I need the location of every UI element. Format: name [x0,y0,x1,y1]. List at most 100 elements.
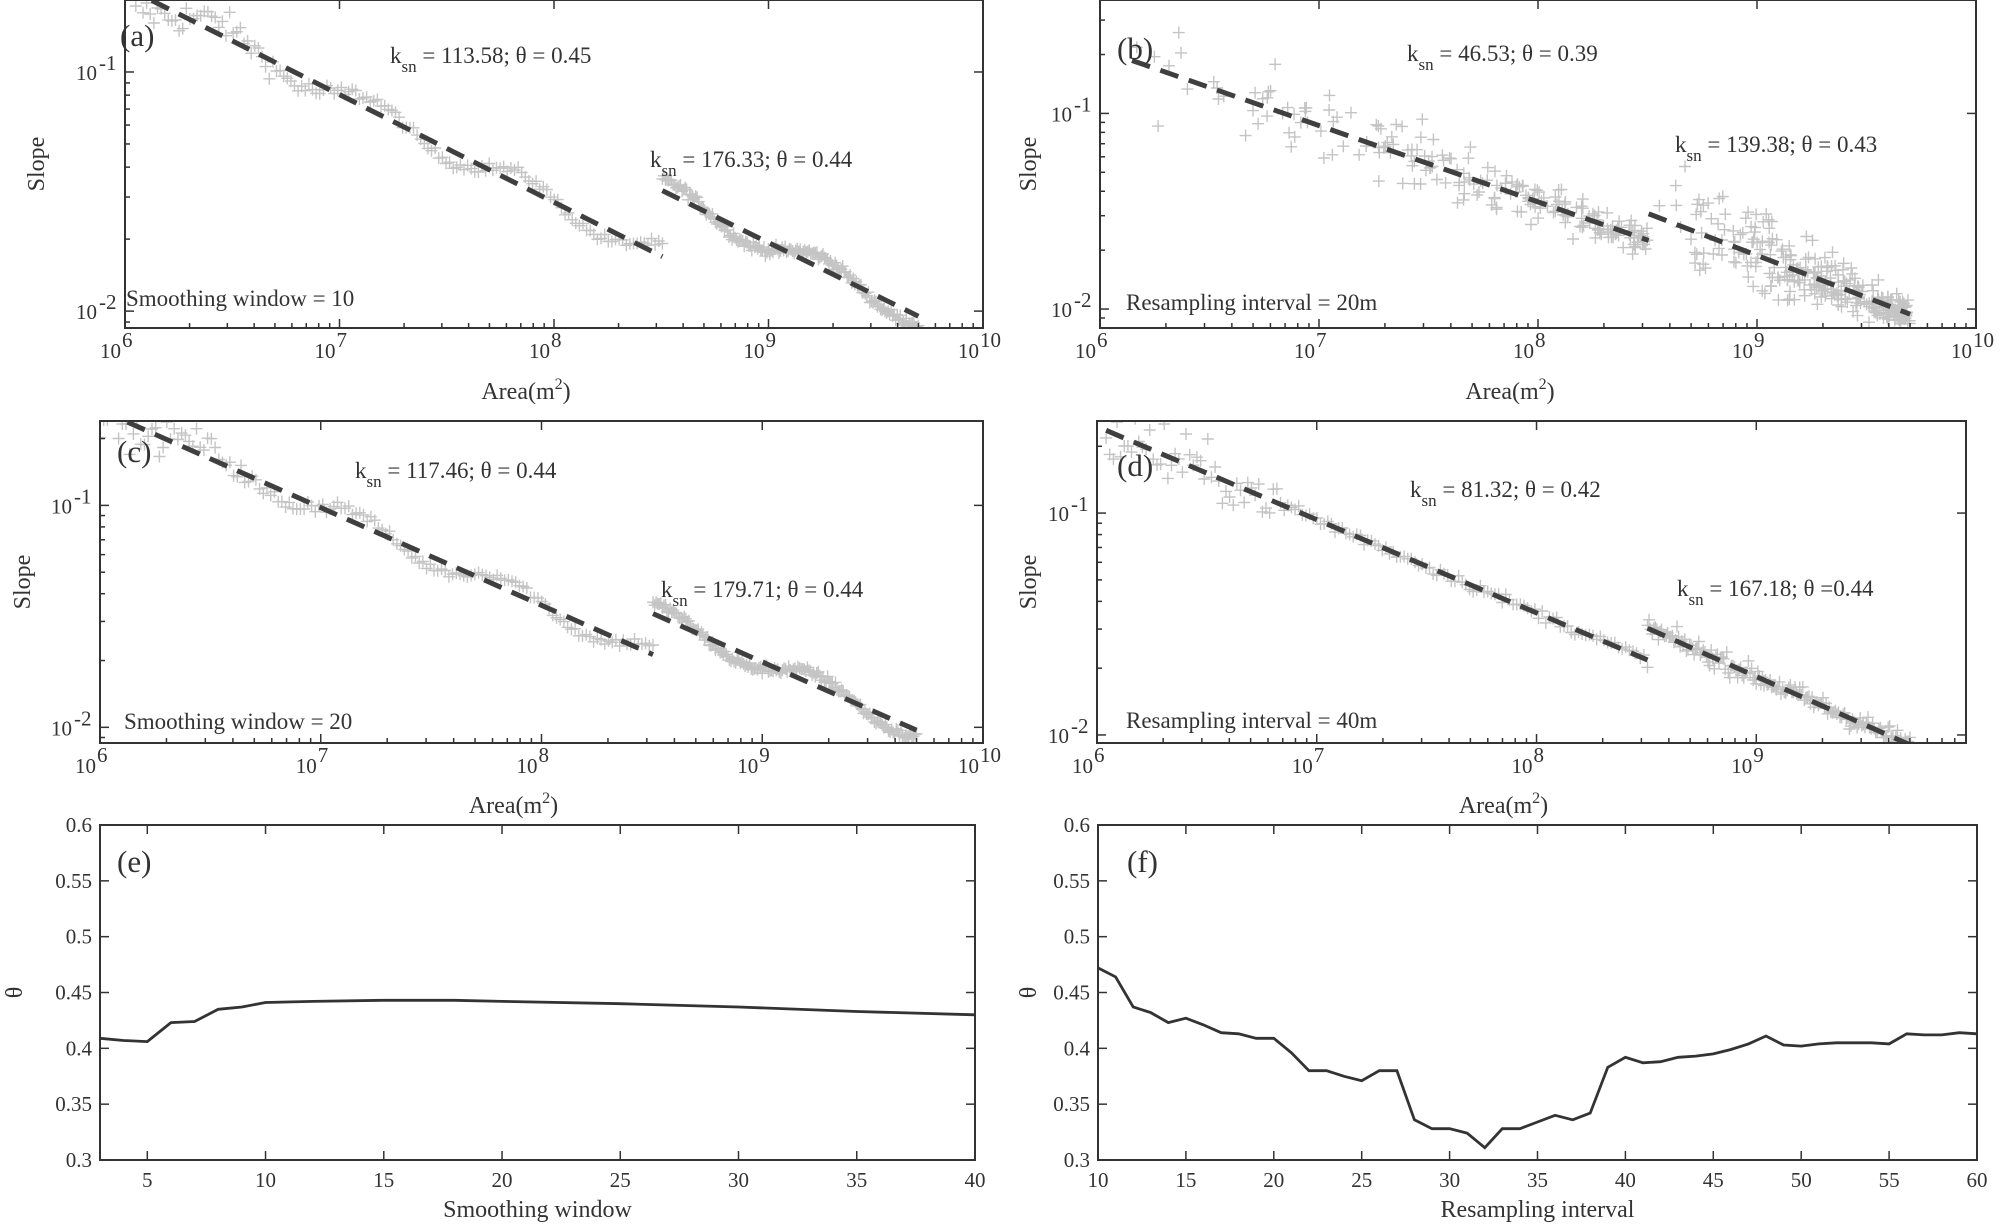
data-point-176 [1405,149,1418,162]
x-tick-label: 10 [744,339,765,363]
x-tick-label: 35 [1527,1168,1548,1192]
y-tick-exponent: -1 [1071,492,1089,516]
plot-area [129,0,925,328]
data-point-29 [1205,471,1218,484]
data-point-81 [1500,169,1513,182]
data-point-167 [1345,106,1357,119]
data-point-472 [1827,286,1840,299]
data-point-145 [1285,140,1298,153]
data-point-15 [1154,458,1167,471]
data-point-197 [1261,110,1274,123]
data-point-117 [540,183,553,196]
theta-series-line [1097,966,1978,1150]
data-point-441 [1742,271,1755,284]
data-point-23 [1462,152,1475,165]
data-point-12 [138,438,151,451]
data-point-406 [1832,299,1845,311]
data-point-306 [1883,719,1896,732]
x-tick-exponent: 6 [122,328,133,352]
data-point-40 [263,72,276,85]
data-point-271 [1829,704,1842,717]
y-tick-exponent: -2 [1074,288,1092,312]
data-point-457 [1679,160,1691,173]
ksn-subscript: sn [367,472,383,491]
data-point-127 [1532,212,1545,225]
y-tick-label: 0.35 [55,1092,92,1116]
data-point-484 [1894,316,1907,328]
theta-series-line [99,998,976,1044]
data-point-291 [1860,716,1873,729]
x-axis-label-superscript: 2 [1532,790,1540,807]
data-point-440 [1826,246,1839,259]
data-point-428 [1736,226,1749,239]
data-point-173 [682,614,695,627]
ksn-symbol: k [650,147,662,172]
ksn-subscript: sn [1689,590,1705,609]
x-tick-label: 10 [1072,754,1093,778]
data-point-50 [299,84,312,97]
data-point-192 [1430,173,1443,186]
x-axis-label-tail: ) [1540,793,1548,819]
ksn-symbol: k [355,458,367,483]
data-point-16 [153,450,166,463]
data-point-416 [1777,251,1790,264]
x-axis-label: Area(m2) [481,376,570,405]
x-tick-label: 60 [1967,1168,1988,1192]
data-point-23 [1183,448,1196,461]
data-point-8 [123,448,136,461]
data-point-6 [140,0,153,9]
data-point-312 [1898,742,1900,743]
y-tick-label: 0.5 [1064,925,1090,949]
panel-label: (f) [1127,844,1158,879]
parameter-note: Smoothing window = 10 [126,286,354,311]
data-point-88 [436,151,449,164]
data-point-513 [1727,224,1740,237]
data-point-503 [1821,261,1834,274]
data-point-29 [1372,175,1385,188]
data-point-172 [1256,92,1269,105]
ksn-symbol: k [390,43,402,68]
data-point-199 [1269,58,1282,71]
data-point-346 [1718,223,1731,236]
data-point-87 [416,555,429,568]
data-point-151 [1643,613,1656,626]
data-point-142 [1175,46,1187,59]
y-tick-label: 0.6 [66,813,92,837]
data-point-492 [1900,299,1913,312]
data-point-387 [1866,279,1879,291]
data-point-70 [1458,187,1471,200]
data-point-89 [424,558,437,571]
x-tick-label: 10 [958,754,979,778]
data-point-209 [1577,219,1590,232]
data-point-313 [1765,280,1778,292]
data-point-264 [829,256,842,269]
ksn-theta-values: = 46.53; θ = 0.39 [1434,41,1598,66]
data-point-32 [1216,497,1229,510]
data-point-37 [1613,215,1626,228]
data-point-244 [1712,217,1724,230]
x-tick-label: 10 [737,754,758,778]
data-point-317 [907,730,920,743]
data-point-442 [1763,222,1776,235]
ksn-theta-values: = 117.46; θ = 0.44 [382,458,557,483]
data-point-483 [1835,300,1848,313]
y-tick-label: 0.5 [66,925,92,949]
data-point-421 [1849,272,1861,285]
panel-f-theta-vs-resampling-interval: 10 15 20 25 30 35 40 45 50 55 60 0.3 0.35 0.4 0.45 0.5 0… [1016,813,1988,1223]
data-point-357 [1697,258,1710,271]
data-point-27 [1198,473,1211,485]
data-point-319 [1719,208,1732,221]
data-point-0 [1100,431,1113,444]
data-point-191 [1485,198,1498,211]
x-tick-exponent: 9 [1753,743,1764,767]
data-point-74 [1471,188,1484,201]
data-point-430 [1772,271,1785,284]
data-point-188 [1331,111,1344,124]
data-point-148 [1576,221,1589,234]
y-tick-label: 0.45 [1053,981,1090,1005]
data-point-38 [1238,496,1251,509]
fit-line-segment-2 [652,611,918,733]
data-point-291 [1670,199,1683,212]
data-point-169 [1671,620,1683,633]
